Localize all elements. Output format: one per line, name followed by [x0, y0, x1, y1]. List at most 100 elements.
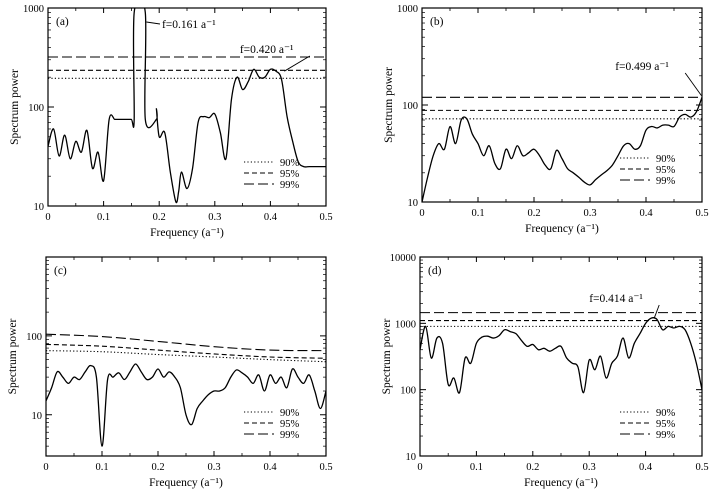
spectrum-point [550, 168, 551, 169]
x-tick-label: 0 [45, 212, 50, 223]
spectrum-point [297, 377, 298, 378]
x-tick-label: 0.3 [583, 208, 596, 219]
legend-label: 95% [280, 169, 300, 180]
spectrum-point [466, 118, 467, 119]
spectrum-point [662, 329, 663, 330]
spectrum-point [320, 166, 321, 167]
spectrum-point [584, 182, 585, 183]
annotation-leader [284, 55, 311, 72]
spectrum-point [448, 384, 449, 385]
spectrum-series [46, 363, 326, 447]
spectrum-point [656, 319, 657, 320]
spectrum-point [701, 389, 702, 390]
spectrum-point [662, 125, 663, 126]
y-tick-label: 100 [402, 101, 418, 112]
annotation-text: f=0.499 a⁻¹ [615, 61, 669, 73]
spectrum-point [472, 134, 473, 135]
spectrum-point [264, 77, 265, 78]
spectrum-point [578, 177, 579, 178]
spectrum-point [511, 158, 512, 159]
spectrum-point [436, 337, 437, 338]
spectrum-point [92, 168, 93, 169]
spectrum-point [231, 99, 232, 100]
legend-label: 90% [656, 154, 676, 165]
spectrum-point [270, 69, 271, 70]
panel-label: (c) [54, 265, 67, 277]
spectrum-point [455, 143, 456, 144]
spectrum-point [561, 158, 562, 159]
spectrum-point [617, 356, 618, 357]
spectrum-point [573, 172, 574, 173]
spectrum-point [476, 343, 477, 344]
spectrum-point [62, 377, 63, 378]
spectrum-point [421, 201, 422, 202]
spectrum-point [129, 371, 130, 372]
spectrum-point [275, 383, 276, 384]
spectrum-point [532, 344, 533, 345]
legend-label: 95% [656, 419, 676, 430]
spectrum-point [500, 168, 501, 169]
spectrum-point [493, 337, 494, 338]
spectrum-point [57, 371, 58, 372]
spectrum-point [690, 117, 691, 118]
spectrum-point [309, 374, 310, 375]
annotation-leader [653, 304, 660, 319]
spectrum-point [533, 149, 534, 150]
spectrum-point [253, 69, 254, 70]
spectrum-point [449, 126, 450, 127]
spectrum-point [522, 155, 523, 156]
spectrum-point [612, 165, 613, 166]
spectrum-point [639, 333, 640, 334]
y-tick-label: 1000 [23, 4, 44, 15]
spectrum-point [679, 117, 680, 118]
spectrum-point [109, 119, 110, 120]
spectrum-series [420, 317, 702, 394]
x-tick-label: 0.3 [583, 462, 596, 473]
spectrum-point [645, 323, 646, 324]
spectrum-point [85, 371, 86, 372]
spectrum-point [517, 145, 518, 146]
legend-label: 99% [280, 430, 300, 441]
spectrum-point [470, 363, 471, 364]
spectrum-point [145, 12, 146, 13]
spectrum-point [640, 145, 641, 146]
spectrum-point [47, 146, 48, 147]
spectrum-point [461, 119, 462, 120]
spectrum-point [156, 119, 157, 120]
x-tick-label: 0.5 [695, 462, 708, 473]
spectrum-point [320, 408, 321, 409]
spectrum-point [696, 111, 697, 112]
spectrum-point [651, 126, 652, 127]
spectrum-point [124, 379, 125, 380]
y-tick-label: 10 [32, 411, 43, 422]
spectrum-point [560, 346, 561, 347]
spectrum-point [236, 77, 237, 78]
spectrum-point [213, 390, 214, 391]
chart-panel-4: 0 0.1 0.2 0.3 0.4 0.5 10 100 1000 10000 Frequency … [381, 253, 709, 489]
spectrum-point [225, 158, 226, 159]
spectrum-point [145, 119, 146, 120]
spectrum-point [225, 387, 226, 388]
spectrum-point [180, 387, 181, 388]
spectrum-point [539, 155, 540, 156]
spectrum-point [595, 179, 596, 180]
chart-panel-2: 0 0.1 0.2 0.3 0.4 0.5 10 100 1000 Frequency (a⁻¹)… [383, 4, 709, 235]
spectrum-point [113, 377, 114, 378]
spectrum-point [45, 400, 46, 401]
spectrum-point [292, 368, 293, 369]
spectrum-point [589, 359, 590, 360]
spectrum-point [690, 343, 691, 344]
spectrum-point [572, 363, 573, 364]
threshold-curve-90pct [45, 350, 327, 363]
x-tick-label: 0.4 [264, 212, 278, 223]
spectrum-point [549, 351, 550, 352]
y-axis-label: Spectrum power [9, 69, 21, 145]
spectrum-point [186, 188, 187, 189]
y-tick-label: 1000 [395, 319, 416, 330]
y-tick-label: 10000 [390, 253, 416, 264]
spectrum-point [606, 170, 607, 171]
spectrum-point [275, 71, 276, 72]
spectrum-point [594, 369, 595, 370]
spectrum-point [465, 357, 466, 358]
